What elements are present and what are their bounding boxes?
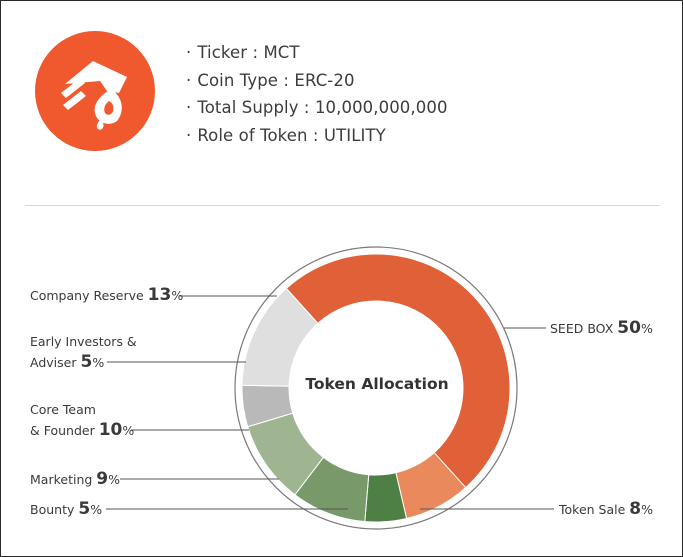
info-ticker: · Ticker : MCT [186, 43, 300, 62]
hand-drop-icon [61, 61, 127, 130]
slice-company-reserve [241, 287, 319, 387]
label-core-team-line2: & Founder [30, 423, 95, 438]
slice-seed-box [285, 253, 511, 489]
logo-icon [35, 31, 155, 151]
label-early-investors-line1: Early Investors & [30, 334, 137, 349]
section-divider [25, 205, 659, 206]
info-coin-type: · Coin Type : ERC-20 [186, 70, 355, 90]
label-core-team: Core Team & Founder 10% [30, 402, 135, 440]
label-core-team-line1: Core Team [30, 402, 96, 417]
label-early-investors-line2: Adviser [30, 355, 77, 370]
label-seed-box: SEED BOX 50% [550, 318, 653, 338]
token-info-list: · Ticker : MCT · Coin Type : ERC-20 · Total… [186, 39, 448, 149]
label-marketing: Marketing 9% [30, 469, 121, 489]
label-token-sale: Token Sale 8% [559, 499, 654, 519]
info-total-supply: · Total Supply : 10,000,000,000 [186, 98, 448, 117]
chart-title: Token Allocation [305, 375, 449, 393]
label-company-reserve: Company Reserve 13% [30, 285, 184, 305]
label-early-investors: Early Investors & Adviser 5% [30, 334, 137, 372]
label-bounty: Bounty 5% [30, 499, 103, 519]
logo-circle [35, 31, 155, 151]
info-role: · Role of Token : UTILITY [186, 125, 386, 145]
